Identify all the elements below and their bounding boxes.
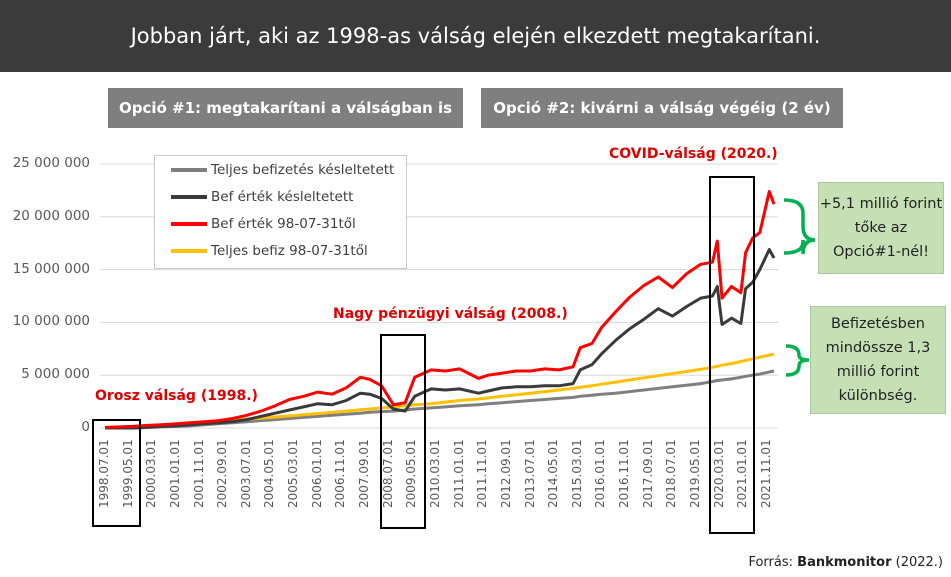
y-tick-label: 10 000 000 [12,313,90,330]
crisis-highlight-box [709,176,755,534]
callout-text: +5,1 millió forint tőke az Opció#1-nél! [819,196,943,260]
crisis-highlight-box [92,419,141,527]
series-line [104,190,776,429]
y-tick-label: 0 [81,419,90,435]
y-tick-label: 25 000 000 [12,155,90,171]
source-label: Forrás: [748,555,794,570]
brace-icon [783,198,816,255]
legend-swatch [171,222,207,226]
annotation-gfc: Nagy pénzügyi válság (2008.) [333,306,568,322]
brace-icon [785,344,810,377]
legend-item: Teljes befiz 98-07-31től [171,243,368,259]
annotation-russia: Orosz válság (1998.) [95,388,258,404]
legend-label: Bef érték késleltetett [211,189,354,205]
legend-item: Bef érték 98-07-31től [171,216,356,232]
source-brand: Bankmonitor [797,555,892,570]
callout-gain: +5,1 millió forint tőke az Opció#1-nél! [818,182,944,274]
page-title: Jobban járt, aki az 1998-as válság elejé… [0,0,951,72]
source-year: (2022.) [895,555,943,570]
y-tick-label: 15 000 000 [12,260,90,277]
legend-swatch [171,249,207,253]
y-tick-label: 20 000 000 [12,207,90,224]
series-line [105,248,776,430]
legend-label: Teljes befizetés késleltetett [211,162,395,178]
legend-label: Bef érték 98-07-31től [211,216,356,232]
option-1-label: Opció #1: megtakarítani a válságban is [108,88,463,128]
annotation-covid: COVID-válság (2020.) [609,146,778,162]
crisis-highlight-box [380,334,426,529]
callout-payment: Befizetésben mindössze 1,3 millió forint… [810,306,946,414]
legend-swatch [171,195,207,199]
source-note: Forrás: Bankmonitor (2022.) [748,555,943,570]
legend-swatch [171,168,207,172]
y-tick-label: 5 000 000 [21,366,90,383]
option-2-label: Opció #2: kivárni a válság végéig (2 év) [481,88,843,128]
callout-text: Befizetésben mindössze 1,3 millió forint… [825,316,931,404]
legend: Teljes befizetés késleltetett Bef érték … [154,155,407,269]
legend-item: Bef érték késleltetett [171,189,353,205]
legend-item: Teljes befizetés késleltetett [171,162,394,178]
legend-label: Teljes befiz 98-07-31től [211,243,368,259]
